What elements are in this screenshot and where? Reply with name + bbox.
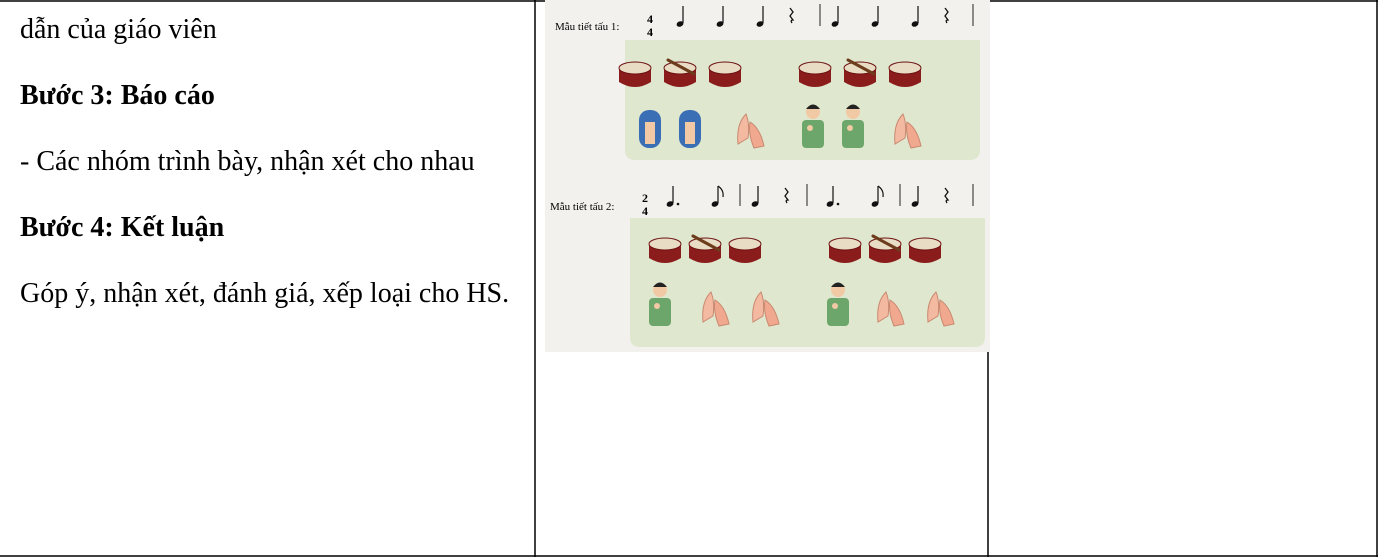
time-sig-bottom: 4 [642, 204, 648, 218]
pattern: Mẫu tiết tấu 2: 2 4 [550, 184, 985, 347]
rhythm-figure: Mẫu tiết tấu 1: 4 4 Mẫu tiết tấu 2: 2 4 [545, 0, 990, 352]
paragraph: dẫn của giáo viên [20, 14, 217, 45]
time-sig-top: 4 [647, 12, 653, 26]
paragraph: - Các nhóm trình bày, nhận xét cho nhau [20, 146, 475, 177]
left-cell: dẫn của giáo viên Bước 3: Báo cáo - Các nh… [20, 0, 517, 330]
step-heading: Bước 3: Báo cáo [20, 80, 215, 111]
pattern-label: Mẫu tiết tấu 1: [555, 21, 619, 33]
step-heading: Bước 4: Kết luận [20, 212, 225, 243]
paragraph: Góp ý, nhận xét, đánh giá, xếp loại cho … [20, 278, 510, 309]
pattern: Mẫu tiết tấu 1: 4 4 [555, 4, 980, 160]
pattern-label: Mẫu tiết tấu 2: [550, 201, 614, 213]
time-sig-bottom: 4 [647, 25, 653, 39]
time-sig-top: 2 [642, 191, 648, 205]
